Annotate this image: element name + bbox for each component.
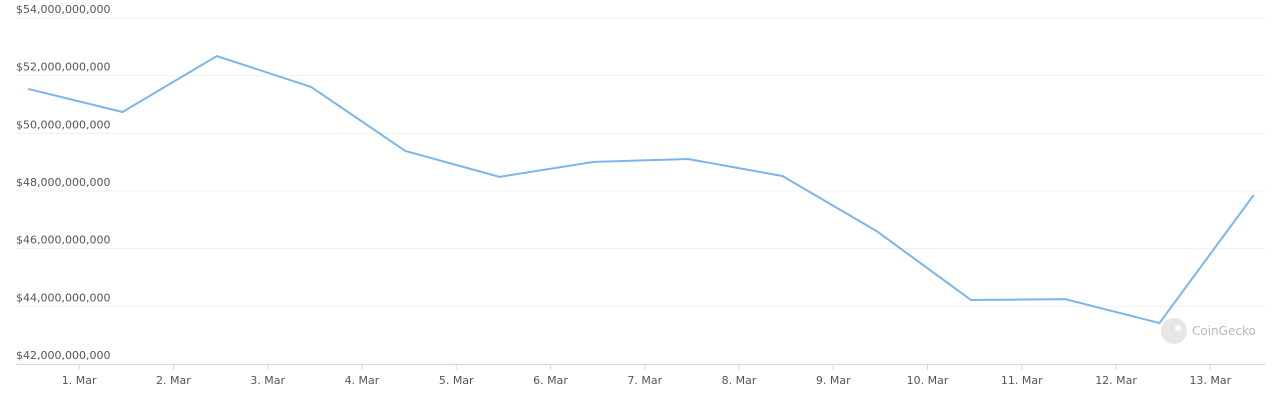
y-tick-label: $42,000,000,000 bbox=[16, 349, 110, 362]
x-tick-label: 1. Mar bbox=[62, 374, 97, 387]
y-tick-label: $48,000,000,000 bbox=[16, 176, 110, 189]
x-tick-label: 13. Mar bbox=[1189, 374, 1231, 387]
x-tick-label: 7. Mar bbox=[627, 374, 662, 387]
x-tick-label: 8. Mar bbox=[722, 374, 757, 387]
x-tick-label: 11. Mar bbox=[1001, 374, 1043, 387]
x-tick-label: 3. Mar bbox=[250, 374, 285, 387]
x-tick-label: 4. Mar bbox=[345, 374, 380, 387]
watermark-logo-eye bbox=[1175, 325, 1181, 331]
x-tick-label: 9. Mar bbox=[816, 374, 851, 387]
series-line bbox=[28, 55, 1255, 325]
watermark-logo bbox=[1161, 318, 1187, 344]
y-tick-label: $50,000,000,000 bbox=[16, 118, 110, 131]
watermark-text: CoinGecko bbox=[1192, 324, 1256, 338]
x-tick-label: 10. Mar bbox=[907, 374, 949, 387]
x-tick-label: 5. Mar bbox=[439, 374, 474, 387]
y-tick-label: $44,000,000,000 bbox=[16, 291, 110, 304]
y-tick-label: $46,000,000,000 bbox=[16, 234, 110, 247]
y-tick-label: $54,000,000,000 bbox=[16, 3, 110, 16]
watermark: CoinGecko bbox=[1161, 318, 1256, 344]
x-tick-label: 2. Mar bbox=[156, 374, 191, 387]
x-tick-label: 6. Mar bbox=[533, 374, 568, 387]
x-tick-label: 12. Mar bbox=[1095, 374, 1137, 387]
y-tick-label: $52,000,000,000 bbox=[16, 61, 110, 74]
